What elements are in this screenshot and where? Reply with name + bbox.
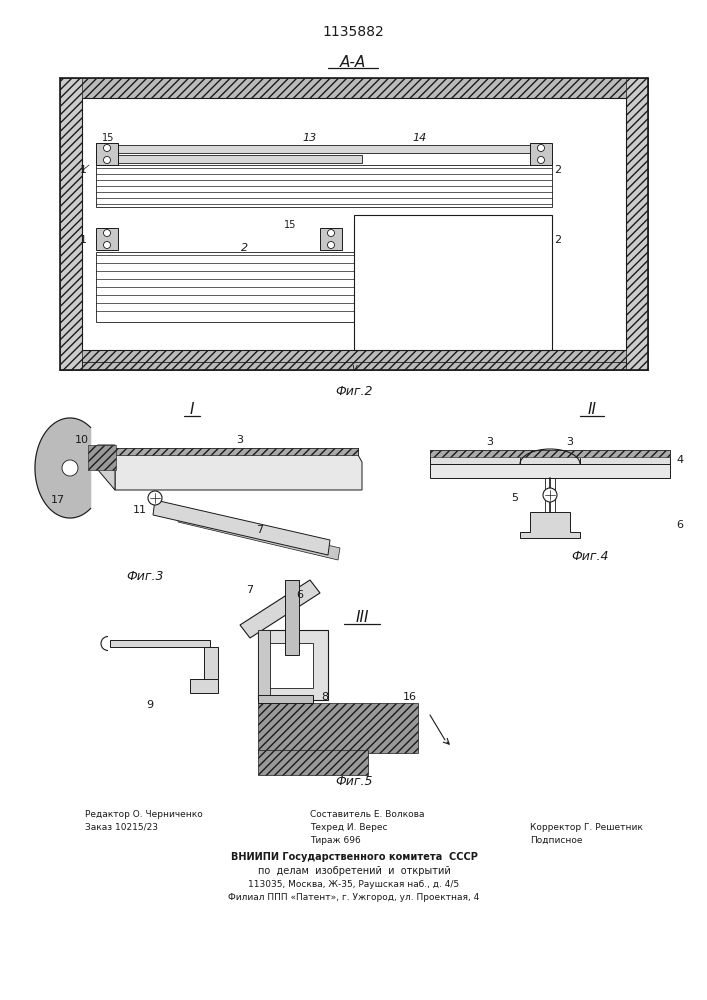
Text: Фиг.4: Фиг.4 [571,550,609,563]
Circle shape [327,241,334,248]
Polygon shape [240,580,320,638]
Bar [88,445,116,470]
Circle shape [537,156,544,163]
Bar [430,450,670,457]
Polygon shape [520,512,580,538]
Text: 3: 3 [486,437,493,447]
Text: 1: 1 [79,235,86,245]
Polygon shape [115,455,362,490]
Circle shape [62,460,78,476]
Text: 3: 3 [237,435,243,445]
Circle shape [148,491,162,505]
Text: 16: 16 [403,692,417,702]
Bar [354,215,552,350]
Polygon shape [88,445,115,490]
Text: v: v [351,363,357,373]
Bar [82,98,626,350]
Bar [96,165,552,207]
Polygon shape [204,647,218,685]
Bar [118,145,530,153]
Bar [258,630,270,700]
Text: I: I [189,402,194,418]
Text: II: II [588,402,597,418]
Text: Составитель Е. Волкова: Составитель Е. Волкова [310,810,424,819]
Text: по  делам  изобретений  и  открытий: по делам изобретений и открытий [257,866,450,876]
Bar [258,630,328,700]
Bar [285,580,299,655]
Polygon shape [153,500,330,555]
Text: Фиг.3: Фиг.3 [127,570,164,583]
Text: Техред И. Верес: Техред И. Верес [310,823,387,832]
Polygon shape [115,448,358,455]
Text: Фиг.2: Фиг.2 [335,385,373,398]
Bar [258,703,418,753]
Circle shape [327,230,334,236]
Polygon shape [430,450,670,464]
Text: 14: 14 [413,133,427,143]
Text: 10: 10 [75,435,89,445]
Text: 13: 13 [303,133,317,143]
Text: 15: 15 [102,133,115,143]
Bar [96,143,118,165]
Bar [258,695,313,703]
Circle shape [103,144,110,151]
Text: 2: 2 [554,235,561,245]
Polygon shape [110,640,210,647]
Bar [320,228,342,250]
Text: 17: 17 [51,495,65,505]
Text: 4: 4 [677,455,684,465]
Text: 9: 9 [146,700,153,710]
Text: III: III [355,610,369,626]
Text: 8: 8 [322,692,329,702]
Text: 5: 5 [511,493,518,503]
Circle shape [103,156,110,163]
Circle shape [103,230,110,236]
Circle shape [543,488,557,502]
Polygon shape [35,418,90,518]
Text: 1: 1 [79,165,86,175]
Bar [626,78,648,370]
Polygon shape [178,510,340,560]
Text: Подписное: Подписное [530,836,583,845]
Bar [96,228,118,250]
Bar [118,155,362,163]
Text: 7: 7 [257,525,264,535]
Bar [268,643,313,688]
Bar [96,252,354,322]
Bar [60,350,648,370]
Text: 1135882: 1135882 [322,25,384,39]
Text: 7: 7 [247,585,254,595]
Text: Фиг.5: Фиг.5 [335,775,373,788]
Bar [60,78,648,98]
Bar [258,750,368,775]
Text: 11: 11 [133,505,147,515]
Text: ВНИИПИ Государственного комитета  СССР: ВНИИПИ Государственного комитета СССР [230,852,477,862]
Text: 15: 15 [284,220,296,230]
Text: 113035, Москва, Ж-35, Раушская наб., д. 4/5: 113035, Москва, Ж-35, Раушская наб., д. … [248,880,460,889]
Text: Заказ 10215/23: Заказ 10215/23 [85,823,158,832]
Text: Редактор О. Черниченко: Редактор О. Черниченко [85,810,203,819]
Text: 6: 6 [677,520,684,530]
Text: 6: 6 [296,590,303,600]
Text: 2: 2 [554,165,561,175]
Text: Филиал ППП «Патент», г. Ужгород, ул. Проектная, 4: Филиал ППП «Патент», г. Ужгород, ул. Про… [228,893,479,902]
Text: А-А: А-А [340,55,366,70]
Bar [530,143,552,165]
Circle shape [103,241,110,248]
Text: 3: 3 [566,437,573,447]
Bar [115,448,358,455]
Circle shape [537,144,544,151]
Polygon shape [430,464,670,478]
Bar [60,78,82,370]
Text: 2: 2 [241,243,249,253]
Text: Корректор Г. Решетник: Корректор Г. Решетник [530,823,643,832]
Polygon shape [190,679,218,693]
Text: Тираж 696: Тираж 696 [310,836,361,845]
